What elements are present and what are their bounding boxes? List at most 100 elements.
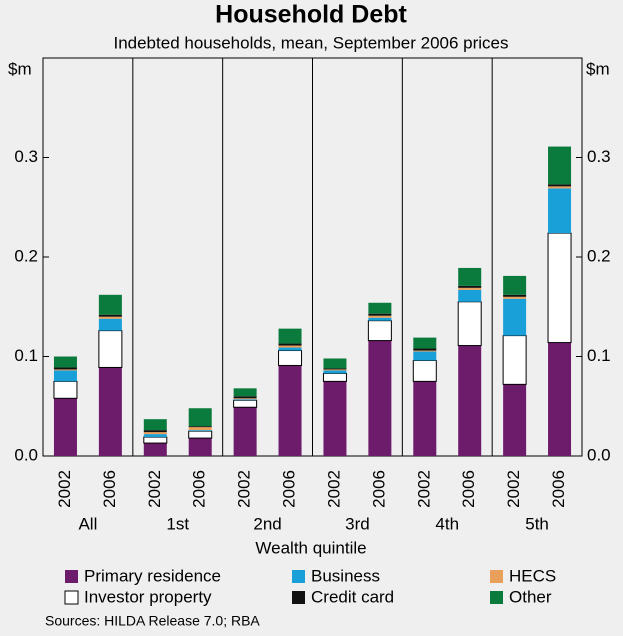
bar-segment — [188, 430, 213, 439]
bar-segment — [98, 316, 122, 319]
bar-segment — [278, 343, 302, 346]
bar-segment — [143, 443, 167, 456]
bar-segment — [233, 399, 257, 401]
bar-segment — [98, 294, 122, 315]
bar-segment — [413, 381, 437, 456]
group-label: 1st — [166, 514, 189, 533]
legend-label: Investor property — [84, 587, 212, 606]
y-tick-label-right: 0.3 — [587, 147, 611, 166]
legend-swatch — [292, 570, 305, 583]
bar-segment — [278, 350, 303, 366]
bar-segment — [458, 287, 482, 290]
group-label: All — [78, 514, 97, 533]
legend-swatch — [64, 590, 79, 605]
x-tick-label: 2002 — [414, 470, 433, 508]
bar-segment — [143, 436, 168, 444]
bar-segment — [143, 419, 167, 431]
bar-segment — [368, 315, 392, 318]
bar-segment — [188, 426, 212, 428]
bar-segment — [548, 188, 572, 234]
source: Sources: HILDA Release 7.0; RBA — [45, 613, 260, 629]
chart-title: Household Debt — [215, 1, 407, 29]
bar-segment — [368, 313, 392, 316]
bar-segment — [457, 301, 482, 347]
y-tick-label-right: 0.1 — [587, 346, 611, 365]
bar-segment — [503, 296, 527, 299]
bar-segment — [548, 184, 572, 187]
bar-segment — [412, 359, 437, 382]
bar-segment — [278, 365, 302, 456]
bar-segment — [233, 398, 257, 400]
legend-label: Primary residence — [84, 566, 221, 585]
x-axis-label: Wealth quintile — [255, 538, 366, 557]
chart-subtitle: Indebted households, mean, September 200… — [113, 33, 508, 52]
x-tick-label: 2002 — [324, 470, 343, 508]
bar-segment — [98, 330, 123, 368]
legend-swatch — [490, 591, 503, 604]
bar-segment — [98, 367, 122, 456]
bar-segment — [143, 432, 167, 435]
bar-segment — [367, 320, 392, 342]
legend-label: HECS — [509, 566, 556, 585]
legend-label: Other — [509, 587, 552, 606]
y-tick-label-left: 0.3 — [14, 147, 38, 166]
legend-label: Credit card — [311, 587, 394, 606]
y-tick-label-right: 0.2 — [587, 246, 611, 265]
bar-segment — [188, 408, 212, 427]
bar-segment — [323, 369, 347, 371]
bar-segment — [458, 285, 482, 288]
bar-segment — [503, 298, 527, 336]
group-label: 5th — [525, 514, 549, 533]
x-tick-label: 2002 — [235, 470, 254, 508]
legend-swatch — [65, 570, 78, 583]
legend-swatch — [490, 570, 503, 583]
bar-segment — [188, 427, 212, 431]
group-label: 4th — [435, 514, 459, 533]
bar-segment — [233, 396, 257, 399]
bar-segment — [458, 267, 482, 286]
bar-segment — [53, 369, 77, 371]
bar-segment — [368, 340, 392, 456]
x-tick-label: 2006 — [190, 470, 209, 508]
bar-segment — [323, 381, 347, 456]
x-tick-label: 2006 — [369, 470, 388, 508]
bar-segment — [323, 358, 347, 369]
bar-segment — [53, 380, 78, 399]
bar-segment — [458, 345, 482, 456]
bar-segment — [233, 399, 258, 408]
bar-segment — [188, 430, 212, 432]
bar-segment — [413, 351, 437, 361]
x-tick-label: 2002 — [55, 470, 74, 508]
bar-segment — [548, 342, 572, 456]
bar-segment — [323, 370, 347, 374]
bar-segment — [323, 368, 347, 370]
bar-segment — [98, 314, 122, 317]
bar-segment — [188, 438, 212, 456]
bar-segment — [502, 335, 527, 385]
bar-segment — [547, 232, 572, 344]
y-tick-label-left: 0.2 — [14, 246, 38, 265]
x-tick-label: 2006 — [549, 470, 568, 508]
bar-segment — [503, 275, 527, 295]
bar-segment — [548, 186, 572, 189]
y-tick-label-left: 0.0 — [14, 445, 38, 464]
bar-segment — [53, 370, 77, 382]
x-tick-label: 2006 — [459, 470, 478, 508]
bar-segment — [548, 146, 572, 185]
bar-segment — [233, 407, 257, 456]
bar-segment — [503, 294, 527, 297]
bar-segment — [413, 350, 437, 352]
bar-segment — [143, 434, 167, 438]
x-tick-label: 2002 — [145, 470, 164, 508]
y-tick-label-right: 0.0 — [587, 445, 611, 464]
bar-segment — [368, 317, 392, 321]
bar-segment — [368, 302, 392, 314]
bar-segment — [53, 398, 77, 456]
bar-segment — [233, 388, 257, 397]
x-tick-label: 2002 — [504, 470, 523, 508]
group-label: 3rd — [345, 514, 370, 533]
legend-label: Business — [311, 566, 380, 585]
bar-segment — [278, 345, 302, 348]
bar-segment — [143, 430, 167, 433]
